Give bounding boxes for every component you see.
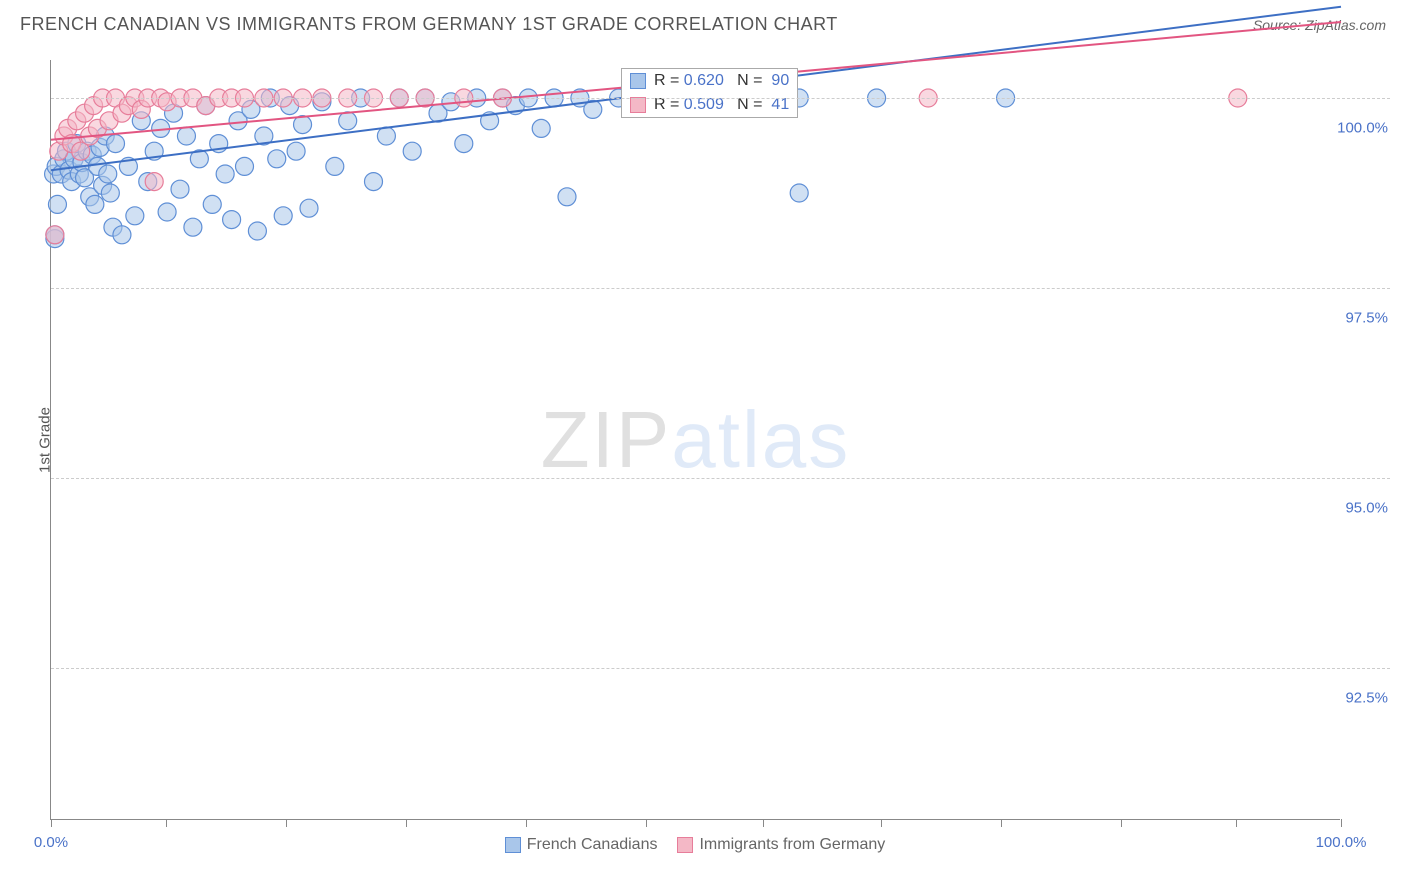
scatter-point (326, 157, 344, 175)
chart-title: FRENCH CANADIAN VS IMMIGRANTS FROM GERMA… (20, 14, 838, 35)
scatter-point (203, 195, 221, 213)
scatter-point (126, 207, 144, 225)
scatter-point (236, 157, 254, 175)
scatter-point (403, 142, 421, 160)
gridline (51, 98, 1390, 99)
scatter-point (248, 222, 266, 240)
stats-text: R = 0.620 N = 90 (654, 72, 789, 90)
scatter-point (274, 207, 292, 225)
scatter-point (216, 165, 234, 183)
scatter-point (223, 211, 241, 229)
stats-row: R = 0.620 N = 90 (622, 69, 797, 93)
y-tick-label: 100.0% (1337, 120, 1388, 137)
scatter-point (48, 195, 66, 213)
y-tick-label: 92.5% (1345, 690, 1388, 707)
scatter-point (113, 226, 131, 244)
stats-swatch (630, 97, 646, 113)
scatter-point (300, 199, 318, 217)
scatter-point (158, 203, 176, 221)
x-tick (51, 819, 52, 827)
scatter-point (455, 135, 473, 153)
scatter-svg (51, 60, 1341, 820)
gridline (51, 668, 1390, 669)
x-tick (1121, 819, 1122, 827)
scatter-point (184, 218, 202, 236)
gridline (51, 288, 1390, 289)
scatter-point (790, 184, 808, 202)
stats-box: R = 0.620 N = 90 R = 0.509 N = 41 (621, 68, 798, 118)
x-tick (881, 819, 882, 827)
scatter-point (287, 142, 305, 160)
y-tick-label: 95.0% (1345, 500, 1388, 517)
scatter-point (99, 165, 117, 183)
gridline (51, 478, 1390, 479)
scatter-point (558, 188, 576, 206)
x-tick (166, 819, 167, 827)
y-tick-label: 97.5% (1345, 310, 1388, 327)
scatter-point (171, 180, 189, 198)
legend-swatch (505, 837, 521, 853)
x-tick (1001, 819, 1002, 827)
scatter-point (101, 184, 119, 202)
chart-header: FRENCH CANADIAN VS IMMIGRANTS FROM GERMA… (0, 0, 1406, 43)
x-tick (1341, 819, 1342, 827)
scatter-point (532, 119, 550, 137)
scatter-point (268, 150, 286, 168)
scatter-point (145, 173, 163, 191)
scatter-point (339, 112, 357, 130)
scatter-point (86, 195, 104, 213)
stats-row: R = 0.509 N = 41 (622, 93, 797, 117)
plot-area: ZIPatlas R = 0.620 N = 90R = 0.509 N = 4… (50, 60, 1340, 820)
chart-container: 1st Grade ZIPatlas R = 0.620 N = 90R = 0… (50, 60, 1390, 820)
x-tick (286, 819, 287, 827)
x-tick (646, 819, 647, 827)
legend-swatch (677, 837, 693, 853)
bottom-legend: French Canadians Immigrants from Germany (50, 836, 1340, 854)
legend-label: French Canadians (527, 836, 658, 854)
x-tick (526, 819, 527, 827)
stats-swatch (630, 73, 646, 89)
scatter-point (46, 226, 64, 244)
legend-item: French Canadians (505, 836, 658, 854)
x-tick (406, 819, 407, 827)
x-tick (1236, 819, 1237, 827)
scatter-point (377, 127, 395, 145)
scatter-point (177, 127, 195, 145)
legend-label: Immigrants from Germany (699, 836, 885, 854)
scatter-point (365, 173, 383, 191)
scatter-point (107, 135, 125, 153)
legend-item: Immigrants from Germany (677, 836, 885, 854)
x-tick (763, 819, 764, 827)
